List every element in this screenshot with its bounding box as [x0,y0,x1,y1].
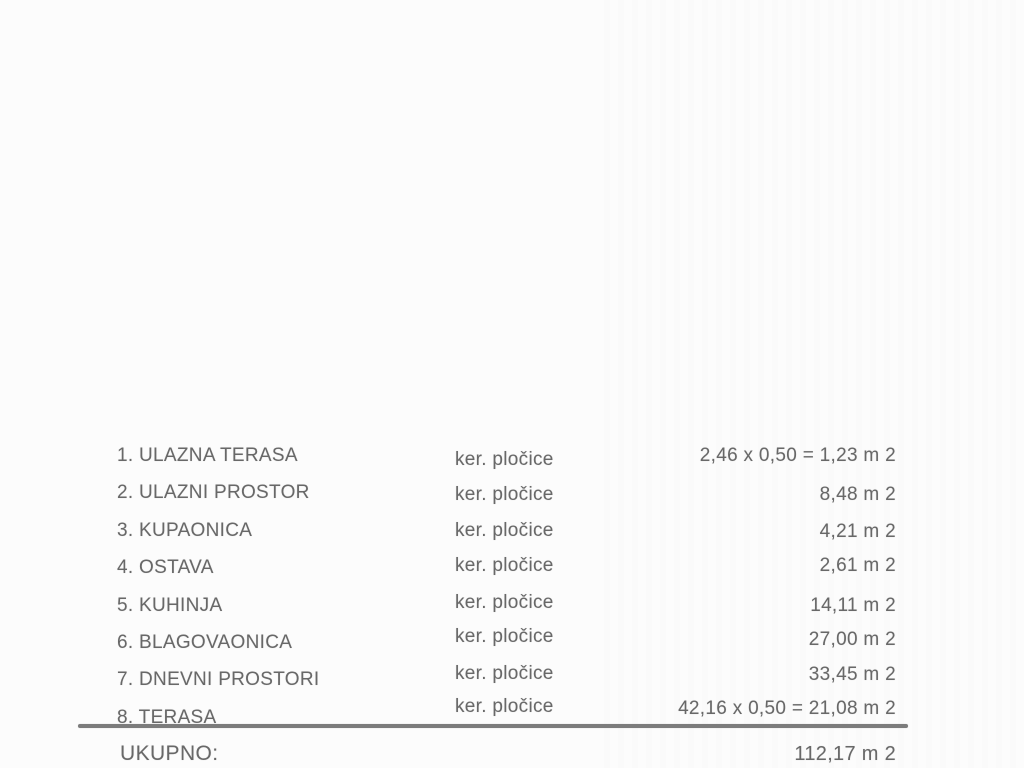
area-value: 8,48 m 2 [819,484,896,506]
material-cell: ker. pločice [455,591,554,613]
room-label: 4. OSTAVA [117,557,214,579]
area-value: 27,00 m 2 [808,628,896,650]
room-label: 8. TERASA [117,706,217,728]
total-row: UKUPNO: 112,17 m 2 [0,740,1024,768]
material-cell: ker. pločice [455,555,554,577]
table-row: 6. BLAGOVAONICA ker. pločice 27,00 m 2 [0,624,1024,661]
table-row: 5. KUHINJA ker. pločice 14,11 m 2 [0,587,1024,624]
area-value: 14,11 m 2 [810,594,896,616]
total-value: 112,17 m 2 [794,743,896,765]
area-value: 2,61 m 2 [819,555,896,577]
room-label: 5. KUHINJA [117,594,223,616]
table-row: 3. KUPAONICA ker. pločice 4,21 m 2 [0,512,1024,549]
room-label: 2. ULAZNI PROSTOR [117,482,310,504]
material-cell: ker. pločice [455,449,554,470]
table-row: 7. DNEVNI PROSTORI ker. pločice 33,45 m … [0,661,1024,698]
room-label: 1. ULAZNA TERASA [117,445,298,466]
material-cell: ker. pločice [455,695,554,717]
room-label: 3. KUPAONICA [117,519,253,541]
material-cell: ker. pločice [455,484,554,506]
room-label: 6. BLAGOVAONICA [117,631,293,653]
total-divider-line [78,724,908,728]
material-cell: ker. pločice [455,625,554,647]
room-label: 7. DNEVNI PROSTORI [117,669,320,691]
table-row: 4. OSTAVA ker. pločice 2,61 m 2 [0,549,1024,586]
table-row: 1. ULAZNA TERASA ker. pločice 2,46 x 0,5… [0,437,1024,474]
material-cell: ker. pločice [455,663,554,685]
area-value: 42,16 x 0,50 = 21,08 m 2 [678,697,896,719]
area-value: 33,45 m 2 [808,664,896,686]
room-area-table: 1. ULAZNA TERASA ker. pločice 2,46 x 0,5… [0,437,1024,736]
table-row: 8. TERASA ker. pločice 42,16 x 0,50 = 21… [0,696,1024,736]
area-value: 2,46 x 0,50 = 1,23 m 2 [699,445,896,466]
total-label: UKUPNO: [120,742,219,765]
table-row: 2. ULAZNI PROSTOR ker. pločice 8,48 m 2 [0,474,1024,511]
area-value: 4,21 m 2 [819,520,896,542]
material-cell: ker. pločice [455,519,554,541]
